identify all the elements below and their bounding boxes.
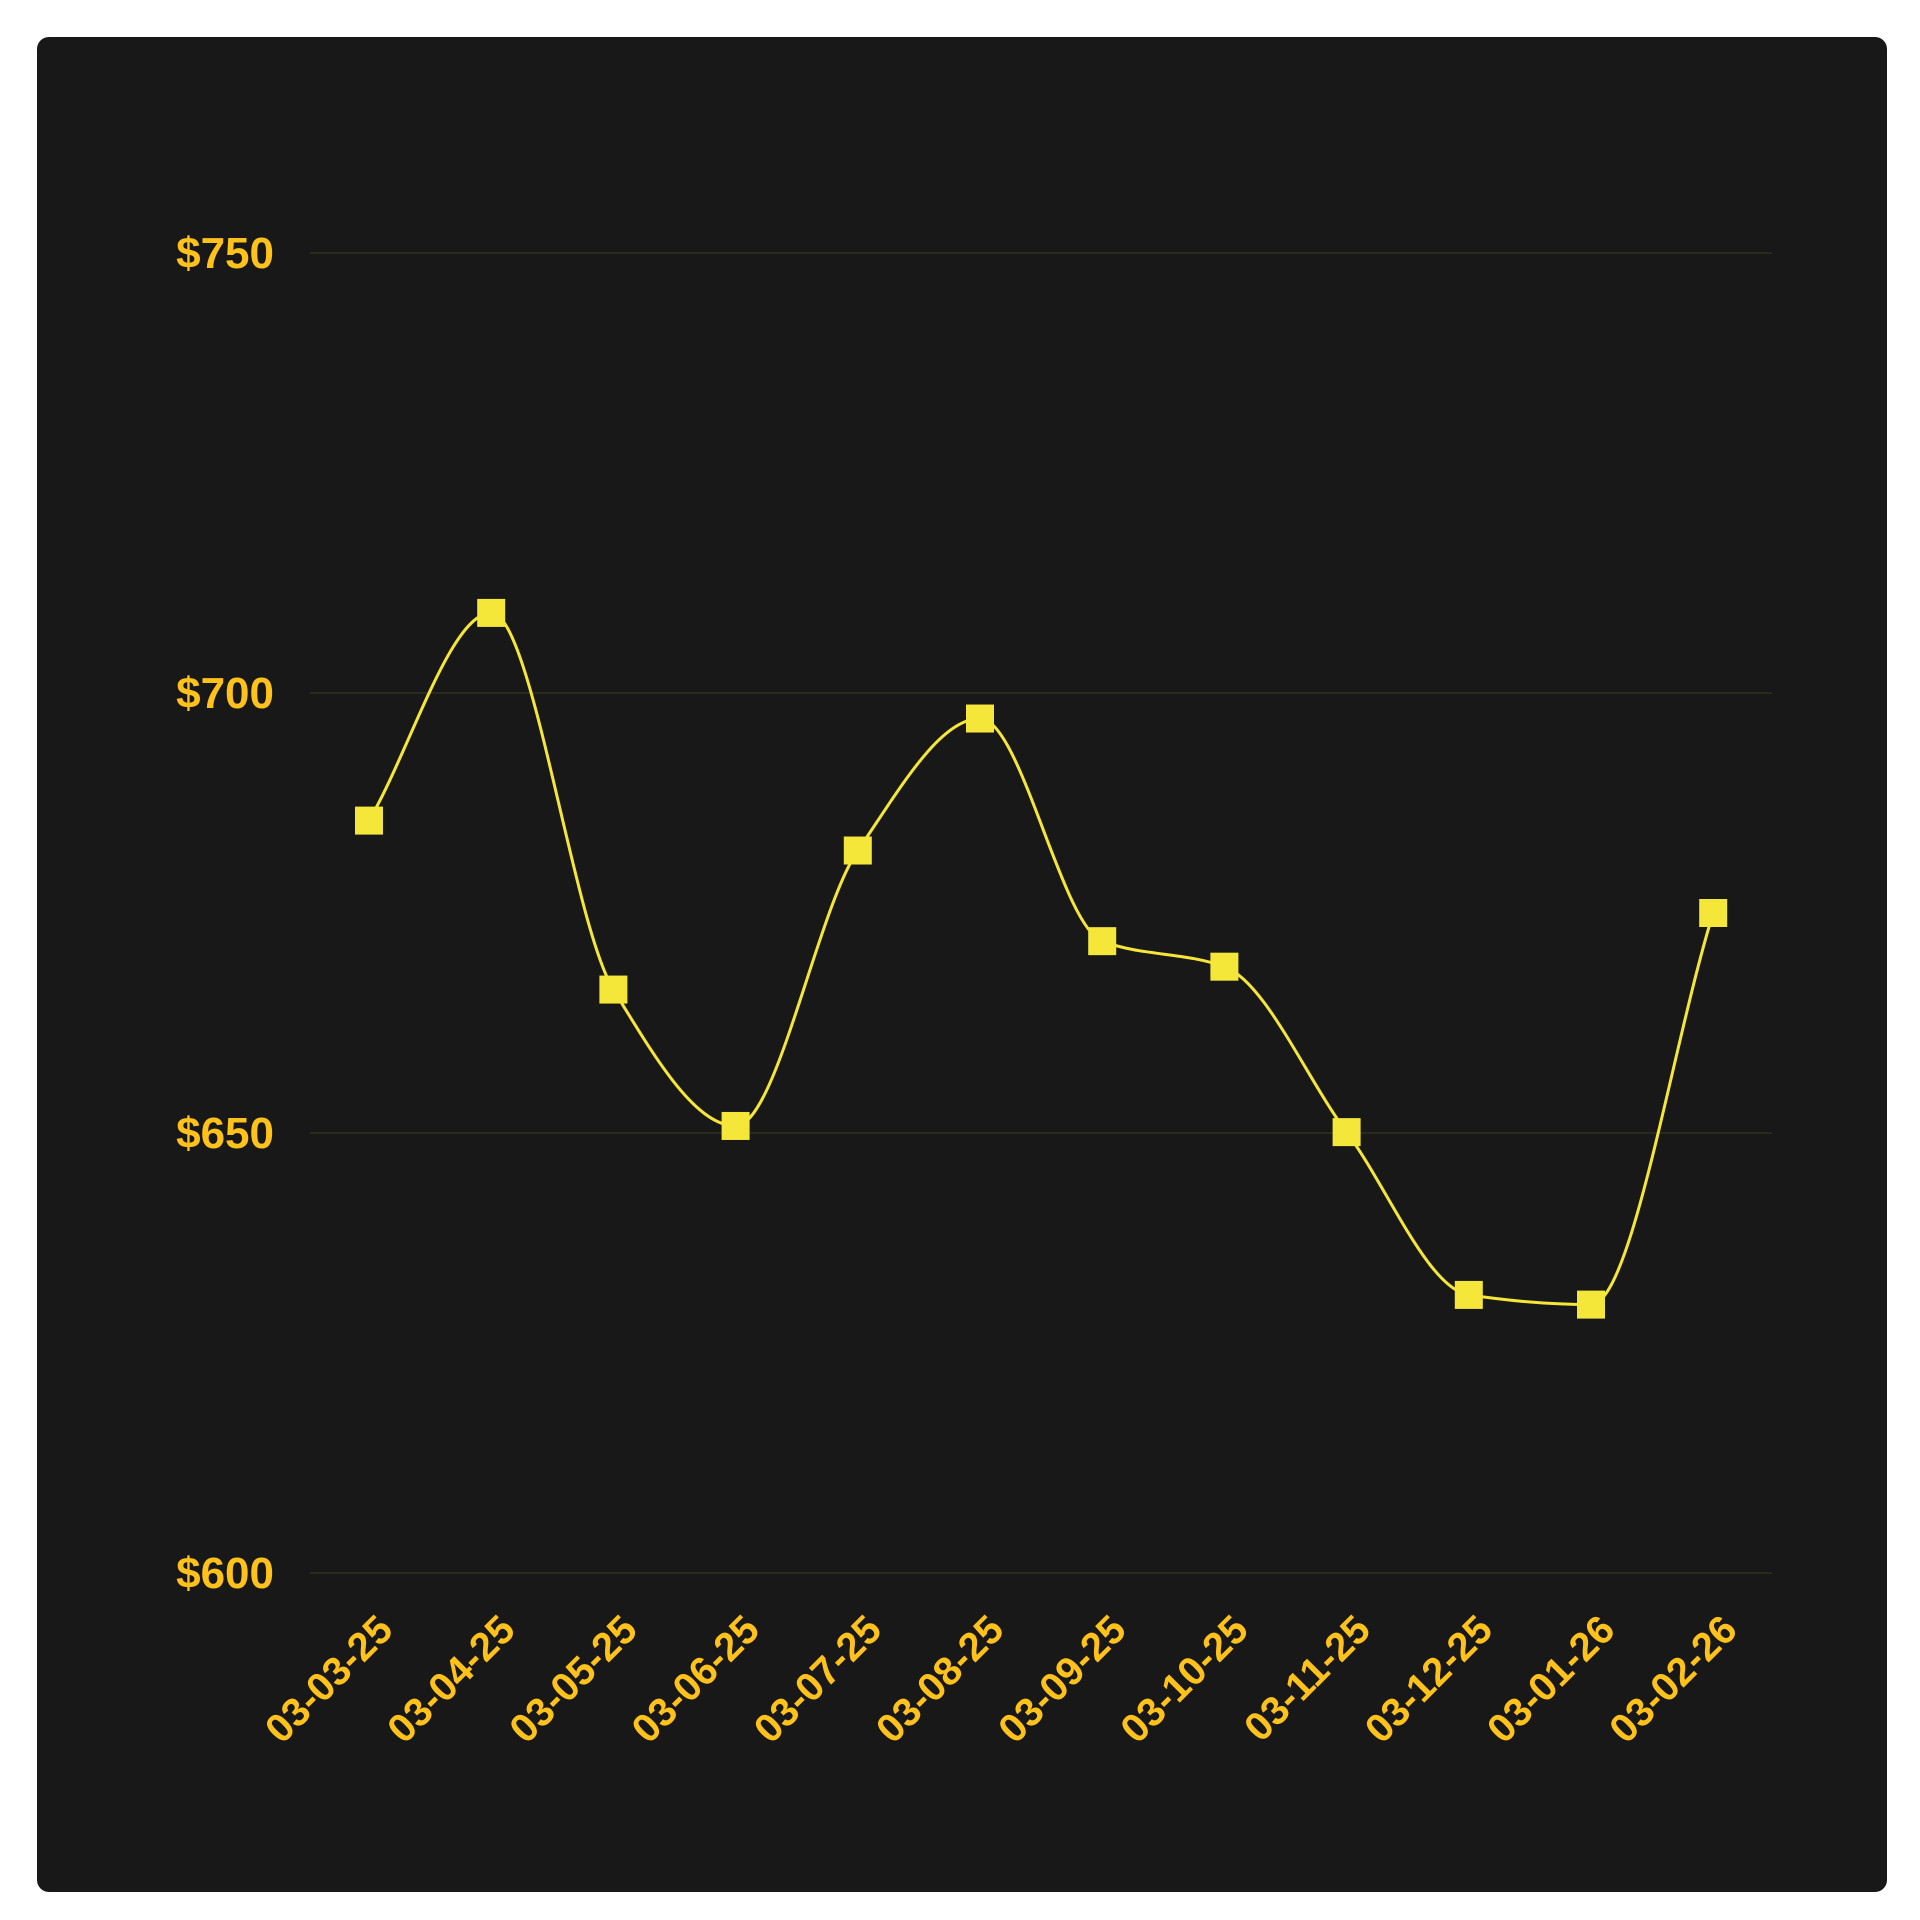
data-point-marker	[355, 806, 383, 835]
gridlines	[310, 252, 1772, 1574]
data-point-marker	[1454, 1280, 1483, 1309]
chart-card	[37, 37, 1887, 1892]
data-point-marker	[721, 1111, 750, 1140]
data-point-marker	[1332, 1118, 1361, 1147]
x-axis-ticks: 03-03-2503-04-2503-05-2503-06-2503-07-25…	[257, 1607, 1746, 1751]
x-tick-label: 03-12-25	[1357, 1607, 1501, 1751]
x-tick-label: 03-10-25	[1112, 1607, 1256, 1751]
x-tick-label: 03-09-25	[990, 1607, 1134, 1751]
series-markers	[355, 598, 1728, 1319]
y-tick-label: $600	[176, 1549, 274, 1598]
series-line	[367, 611, 1715, 1307]
data-point-marker	[477, 598, 506, 627]
data-point-marker	[1088, 927, 1117, 956]
x-tick-label: 03-06-25	[624, 1607, 768, 1751]
x-tick-label: 03-05-25	[501, 1607, 645, 1751]
data-point-marker	[1577, 1290, 1605, 1319]
y-tick-label: $650	[176, 1109, 274, 1158]
data-point-marker	[843, 836, 872, 865]
y-axis-ticks: $600 $650 $700 $750	[176, 229, 274, 1598]
data-point-marker	[1210, 952, 1239, 981]
x-tick-label: 03-04-25	[379, 1607, 523, 1751]
x-tick-label: 03-02-26	[1601, 1607, 1745, 1751]
data-point-marker	[1699, 899, 1728, 927]
y-tick-label: $750	[176, 229, 274, 278]
x-tick-label: 03-03-25	[257, 1607, 401, 1751]
data-point-marker	[599, 975, 628, 1004]
data-point-marker	[966, 704, 994, 733]
x-tick-label: 03-08-25	[868, 1607, 1012, 1751]
x-tick-label: 03-01-26	[1479, 1607, 1623, 1751]
y-tick-label: $700	[176, 669, 274, 718]
x-tick-label: 03-11-25	[1236, 1607, 1379, 1750]
x-tick-label: 03-07-25	[746, 1607, 890, 1751]
